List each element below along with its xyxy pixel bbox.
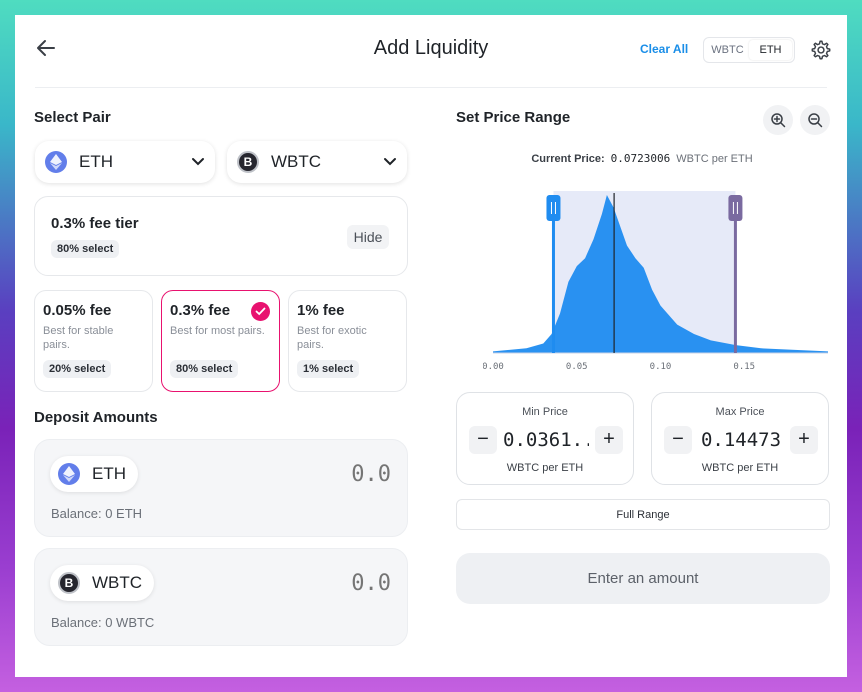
token-b-label: WBTC [271, 152, 322, 171]
fee-option-badge: 20% select [43, 360, 112, 378]
fee-option-desc: Best for most pairs. [170, 325, 265, 337]
fee-option-005[interactable]: 0.05% fee Best for stable pairs. 20% sel… [34, 290, 153, 392]
check-icon [251, 302, 270, 321]
max-price-unit: WBTC per ETH [701, 462, 779, 474]
deposit-token-label: WBTC [92, 573, 143, 592]
back-arrow-icon[interactable] [35, 37, 57, 59]
deposit-eth: ETH Balance: 0 ETH [34, 439, 408, 537]
current-price-label: Current Price: [531, 153, 605, 165]
toggle-eth[interactable]: ETH [749, 40, 792, 60]
enter-amount-button[interactable]: Enter an amount [456, 553, 830, 604]
token-a-select[interactable]: ETH [35, 141, 215, 183]
chevron-down-icon [192, 158, 204, 166]
fee-tier-badge: 80% select [51, 240, 120, 258]
max-price-label: Max Price [715, 406, 765, 418]
min-range-handle [546, 195, 561, 221]
wbtc-balance: Balance: 0 WBTC [51, 615, 155, 630]
eth-amount-input[interactable] [271, 462, 391, 487]
max-price-input[interactable]: 0.14473 [700, 429, 782, 451]
min-price-increase-button[interactable]: + [595, 426, 623, 454]
fee-option-title: 0.3% fee [170, 302, 231, 319]
fee-option-badge: 1% select [297, 360, 360, 378]
token-b-select[interactable]: B WBTC [227, 141, 407, 183]
min-price-decrease-button[interactable]: − [469, 426, 497, 454]
fee-option-desc: Best for exotic pairs. [297, 325, 367, 351]
max-price-increase-button[interactable]: + [790, 426, 818, 454]
x-tick-label: 0.00 [483, 362, 504, 372]
deposit-token-eth: ETH [50, 456, 138, 492]
deposit-token-wbtc: B WBTC [50, 565, 155, 601]
current-price-unit: WBTC per ETH [676, 153, 753, 165]
fee-option-03[interactable]: 0.3% fee Best for most pairs. 80% select [161, 290, 280, 392]
fee-option-desc: Best for stable pairs. [43, 325, 114, 351]
full-range-button[interactable]: Full Range [456, 499, 830, 530]
min-price-unit: WBTC per ETH [506, 462, 584, 474]
hide-button[interactable]: Hide [347, 225, 389, 249]
zoom-in-icon [771, 113, 786, 128]
btc-icon: B [237, 151, 259, 173]
gear-icon[interactable] [810, 39, 832, 61]
max-range-handle [728, 195, 743, 221]
x-tick-label: 0.05 [566, 362, 588, 372]
token-a-label: ETH [79, 152, 113, 171]
toggle-wbtc[interactable]: WBTC [711, 44, 744, 56]
liquidity-chart[interactable]: 0.00 0.05 0.10 0.15 [483, 185, 833, 375]
zoom-in-button[interactable] [763, 105, 793, 135]
btc-icon: B [58, 572, 80, 594]
add-liquidity-card: Add Liquidity Clear All WBTC ETH Select … [15, 15, 847, 677]
fee-option-title: 1% fee [297, 302, 345, 319]
chevron-down-icon [384, 158, 396, 166]
fee-option-badge: 80% select [170, 360, 239, 378]
fee-tier-summary: 0.3% fee tier 80% select Hide [34, 196, 408, 276]
clear-all-button[interactable]: Clear All [640, 42, 689, 56]
fee-option-title: 0.05% fee [43, 302, 112, 319]
set-price-range-title: Set Price Range [456, 109, 571, 126]
zoom-out-button[interactable] [800, 105, 830, 135]
token-toggle: WBTC ETH [703, 37, 795, 63]
max-price-decrease-button[interactable]: − [664, 426, 692, 454]
liquidity-area [493, 195, 828, 353]
header-divider [35, 87, 827, 88]
fee-tier-title: 0.3% fee tier [51, 215, 139, 232]
deposit-amounts-title: Deposit Amounts [34, 409, 158, 426]
current-price-value: 0.0723006 [610, 152, 671, 165]
eth-balance: Balance: 0 ETH [51, 506, 143, 521]
wbtc-amount-input[interactable] [271, 571, 391, 596]
x-tick-label: 0.15 [733, 362, 755, 372]
page-title: Add Liquidity [373, 37, 489, 59]
x-tick-label: 0.10 [650, 362, 672, 372]
eth-icon [45, 151, 67, 173]
current-price: Current Price: 0.0723006 WBTC per ETH [456, 152, 828, 165]
fee-option-1[interactable]: 1% fee Best for exotic pairs. 1% select [288, 290, 407, 392]
deposit-wbtc: B WBTC Balance: 0 WBTC [34, 548, 408, 646]
max-price-box: Max Price − 0.14473 + WBTC per ETH [651, 392, 829, 485]
min-price-box: Min Price − 0.0361... + WBTC per ETH [456, 392, 634, 485]
zoom-out-icon [808, 113, 823, 128]
eth-icon [58, 463, 80, 485]
select-pair-title: Select Pair [34, 109, 111, 126]
min-price-input[interactable]: 0.0361... [503, 429, 589, 451]
deposit-token-label: ETH [92, 464, 126, 483]
min-price-label: Min Price [522, 406, 568, 418]
